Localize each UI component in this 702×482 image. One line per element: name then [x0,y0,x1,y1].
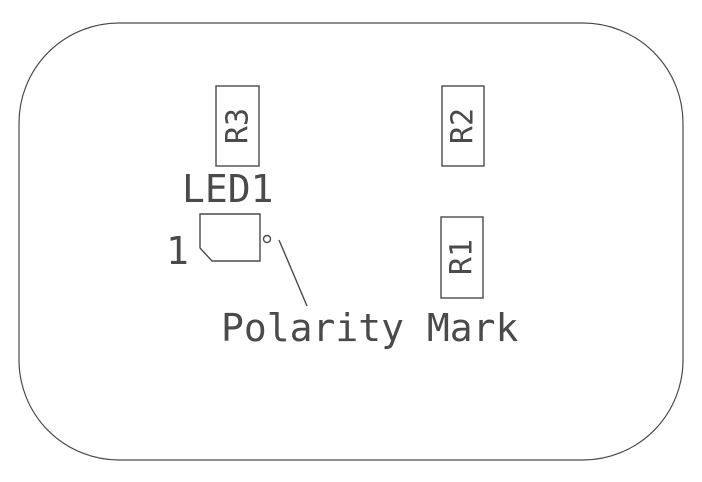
led1-outline [199,213,261,262]
led1-reference: LED1 [182,167,274,211]
r2-outline [441,85,485,167]
resistor-r2[interactable]: R2 [441,85,485,167]
r1-reference: R1 [445,239,480,275]
polarity-dot-icon [262,234,272,244]
polarity-mark-label: Polarity Mark [221,306,519,350]
board-outline [18,22,684,461]
led1-pin1-label: 1 [166,229,189,273]
r3-outline [215,85,260,167]
led-led1[interactable]: LED1 1 [166,167,274,273]
r3-reference: R3 [221,108,256,144]
polarity-leader-line [278,239,308,307]
resistor-r1[interactable]: R1 [440,216,484,299]
resistor-r3[interactable]: R3 [215,85,260,167]
r2-reference: R2 [446,108,481,144]
r1-outline [440,216,484,299]
